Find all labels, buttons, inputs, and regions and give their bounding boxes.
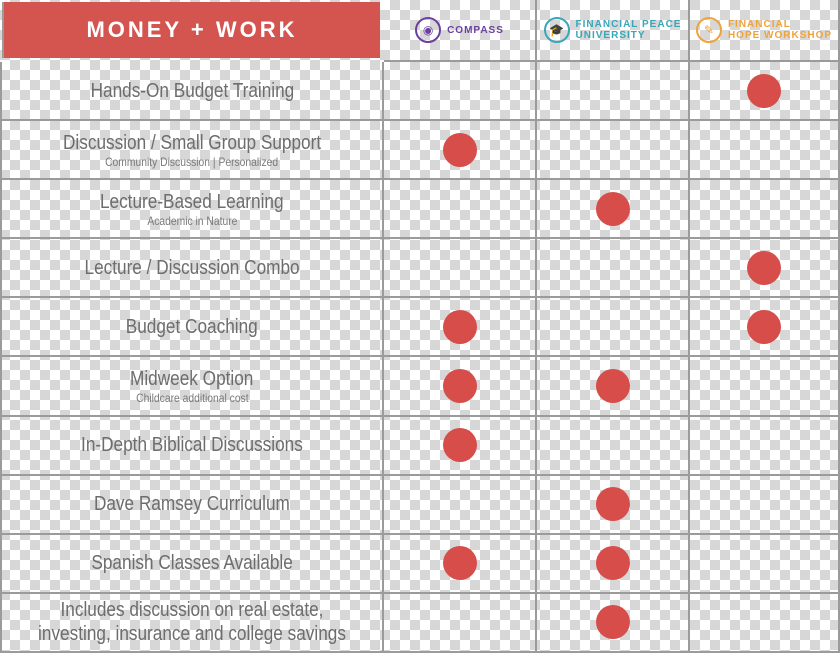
mark-cell	[690, 593, 840, 653]
mark-cell	[690, 121, 840, 181]
mark-cell	[690, 239, 840, 299]
mark-cell	[690, 62, 840, 122]
mark-cell	[537, 593, 690, 653]
included-dot-icon	[442, 309, 477, 344]
included-dot-icon	[747, 73, 781, 108]
graduation-cap-icon: 🎓	[543, 17, 570, 43]
mark-cell	[384, 180, 537, 240]
table-title: MONEY + WORK	[86, 17, 298, 42]
included-dot-icon	[442, 132, 477, 167]
feature-detail: Community Discussion | Personalized	[105, 154, 279, 169]
mark-cell	[384, 416, 537, 476]
feature-label-cell: Lecture-Based Learning Academic in Nature	[0, 180, 384, 240]
mark-cell	[384, 121, 537, 181]
feature-name: Lecture / Discussion Combo	[84, 256, 300, 279]
mark-cell	[384, 239, 537, 299]
feature-name: In-Depth Biblical Discussions	[81, 434, 303, 457]
mark-cell	[384, 62, 537, 122]
feature-name: Budget Coaching	[126, 315, 258, 338]
feature-label-cell: Budget Coaching	[0, 298, 384, 358]
program-header-fhw: ✎ FINANCIAL HOPE WORKSHOP	[690, 0, 840, 62]
program-header-fpu: 🎓 FINANCIAL PEACE UNIVERSITY	[537, 0, 690, 62]
feature-name: Spanish Classes Available	[91, 552, 293, 575]
mark-cell	[384, 475, 537, 535]
mark-cell	[537, 416, 690, 476]
pencil-note-icon: ✎	[695, 17, 722, 43]
feature-label-cell: Includes discussion on real estate, inve…	[0, 593, 384, 653]
feature-label-cell: Lecture / Discussion Combo	[0, 239, 384, 299]
mark-cell	[690, 475, 840, 535]
included-dot-icon	[595, 605, 630, 640]
program-name-line2: UNIVERSITY	[575, 30, 646, 41]
included-dot-icon	[747, 250, 781, 285]
included-dot-icon	[442, 428, 477, 463]
program-header-compass: ◉ COMPASS	[384, 0, 537, 62]
feature-label-cell: Discussion / Small Group Support Communit…	[0, 121, 384, 181]
mark-cell	[537, 62, 690, 122]
program-name-line2: HOPE WORKSHOP	[727, 30, 833, 41]
feature-name: Dave Ramsey Curriculum	[94, 493, 290, 516]
mark-cell	[690, 416, 840, 476]
feature-name: Includes discussion on real estate, inve…	[38, 599, 346, 646]
feature-detail: Academic in Nature	[146, 213, 238, 228]
mark-cell	[690, 298, 840, 358]
feature-label-cell: Midweek Option Childcare additional cost	[0, 357, 384, 417]
feature-label-cell: Hands-On Budget Training	[0, 62, 384, 122]
compass-drop-icon: ◉	[415, 17, 442, 43]
included-dot-icon	[595, 191, 630, 226]
program-name-line1: FINANCIAL PEACE	[575, 19, 682, 30]
feature-name: Hands-On Budget Training	[90, 79, 294, 102]
mark-cell	[690, 180, 840, 240]
mark-cell	[690, 534, 840, 594]
included-dot-icon	[595, 546, 630, 581]
mark-cell	[384, 593, 537, 653]
mark-cell	[537, 298, 690, 358]
feature-detail: Childcare additional cost	[135, 391, 249, 406]
mark-cell	[384, 298, 537, 358]
program-name-line1: COMPASS	[447, 24, 504, 36]
mark-cell	[384, 534, 537, 594]
mark-cell	[537, 121, 690, 181]
mark-cell	[537, 180, 690, 240]
feature-name: Midweek Option	[130, 368, 254, 391]
feature-label-cell: Spanish Classes Available	[0, 534, 384, 594]
included-dot-icon	[442, 546, 477, 581]
mark-cell	[384, 357, 537, 417]
table-title-cell: MONEY + WORK	[2, 2, 380, 58]
mark-cell	[537, 475, 690, 535]
included-dot-icon	[595, 369, 630, 404]
mark-cell	[537, 357, 690, 417]
feature-label-cell: Dave Ramsey Curriculum	[0, 475, 384, 535]
program-name-line1: FINANCIAL	[727, 19, 791, 30]
included-dot-icon	[595, 487, 630, 522]
feature-name: Discussion / Small Group Support	[62, 131, 322, 154]
included-dot-icon	[442, 369, 477, 404]
mark-cell	[537, 239, 690, 299]
mark-cell	[537, 534, 690, 594]
feature-label-cell: In-Depth Biblical Discussions	[0, 416, 384, 476]
included-dot-icon	[747, 309, 781, 344]
feature-name: Lecture-Based Learning	[100, 190, 284, 213]
mark-cell	[690, 357, 840, 417]
